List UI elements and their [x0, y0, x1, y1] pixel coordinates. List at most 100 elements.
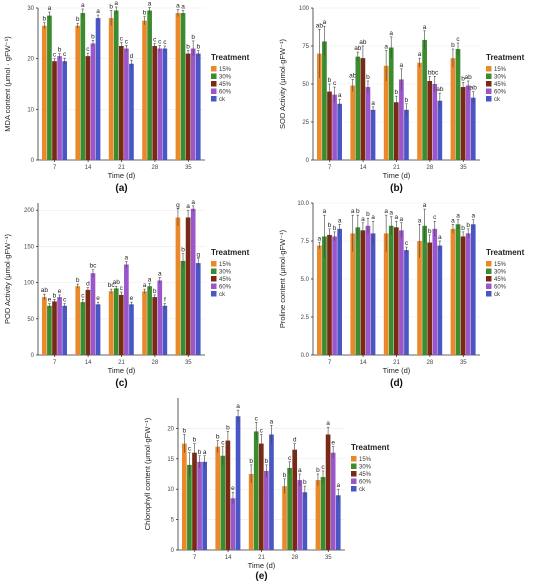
- legend-swatch: [486, 291, 492, 297]
- significance-letter: a: [181, 4, 185, 11]
- bar: [162, 305, 168, 355]
- legend-label: 30%: [494, 270, 507, 276]
- y-tick-label: 100: [24, 281, 35, 287]
- y-tick-label: 50: [27, 317, 34, 323]
- legend-title: Treatment: [486, 53, 525, 62]
- bar: [470, 97, 476, 160]
- bar: [225, 440, 231, 550]
- significance-letter: b: [91, 33, 95, 40]
- y-tick-label: 10: [167, 487, 174, 493]
- y-axis-title: SOD Activity (μmol·gFW⁻¹): [278, 39, 287, 129]
- panel-tag: (c): [115, 378, 127, 389]
- y-tick-label: 0: [31, 353, 35, 359]
- bar: [147, 286, 152, 355]
- y-tick-label: 5.0: [301, 277, 310, 283]
- significance-letter: a: [338, 92, 342, 99]
- significance-letter: a: [400, 216, 404, 223]
- y-tick-label: 10: [27, 107, 34, 113]
- legend-swatch: [351, 478, 357, 484]
- bar: [315, 480, 321, 550]
- significance-letter: a: [389, 30, 393, 37]
- significance-letter: b: [428, 69, 432, 76]
- bar: [325, 434, 331, 550]
- y-tick-label: 75: [302, 44, 309, 50]
- bar: [460, 236, 466, 355]
- legend-swatch: [211, 88, 217, 94]
- bar: [437, 245, 443, 355]
- legend-label: 60%: [219, 285, 232, 291]
- significance-letter: d: [293, 437, 297, 444]
- significance-letter: c: [120, 285, 124, 292]
- panel-tag: (e): [255, 571, 267, 582]
- legend-label: 60%: [494, 90, 507, 96]
- bar: [192, 452, 197, 550]
- bar: [450, 228, 456, 355]
- panel-tag: (a): [115, 183, 127, 194]
- x-tick-label: 28: [427, 360, 434, 366]
- significance-letter: c: [63, 297, 67, 304]
- y-tick-label: 5: [171, 518, 175, 524]
- significance-letter: a: [158, 271, 162, 278]
- bar: [360, 230, 366, 355]
- legend-swatch: [351, 471, 357, 477]
- legend-label: ck: [494, 292, 501, 298]
- x-tick-label: 35: [185, 360, 192, 366]
- chart-panel-c: 050100150200abebec7bcdbce14bcabcae21aaba…: [3, 199, 250, 389]
- significance-letter: a: [48, 5, 52, 12]
- significance-letter: b: [328, 77, 332, 84]
- bar: [42, 297, 47, 355]
- panel-tag: (d): [390, 378, 403, 389]
- legend-swatch: [211, 283, 217, 289]
- significance-letter: e: [58, 288, 62, 295]
- legend-label: 60%: [494, 285, 507, 291]
- significance-letter: ab: [354, 45, 362, 52]
- x-tick-label: 35: [325, 555, 332, 561]
- significance-letter: b: [303, 479, 307, 486]
- significance-letter: g: [196, 252, 200, 259]
- significance-letter: c: [125, 38, 129, 45]
- significance-letter: b: [328, 222, 332, 229]
- significance-letter: a: [81, 2, 85, 9]
- legend-swatch: [211, 96, 217, 102]
- significance-letter: e: [331, 440, 335, 447]
- significance-letter: b: [186, 44, 190, 51]
- bar: [258, 443, 264, 550]
- x-axis-title: Time (d): [383, 171, 411, 180]
- bar: [57, 56, 62, 161]
- bar: [75, 286, 81, 355]
- legend-label: 30%: [219, 75, 232, 81]
- bar: [264, 470, 269, 550]
- bar: [202, 461, 207, 550]
- bar: [180, 260, 186, 355]
- x-tick-label: 35: [460, 165, 467, 171]
- bar: [465, 233, 471, 355]
- bar: [317, 53, 322, 160]
- significance-letter: a: [389, 210, 393, 217]
- significance-letter: a: [456, 213, 460, 220]
- bar: [437, 100, 443, 160]
- x-tick-label: 35: [185, 165, 192, 171]
- significance-letter: a: [418, 51, 422, 58]
- significance-letter: b: [316, 467, 320, 474]
- legend-swatch: [486, 261, 492, 267]
- significance-letter: c: [433, 214, 437, 221]
- legend-swatch: [486, 268, 492, 274]
- bar: [142, 20, 147, 160]
- y-tick-label: 100: [299, 6, 310, 12]
- significance-letter: a: [384, 44, 388, 51]
- bar: [85, 56, 91, 161]
- legend-label: 45%: [219, 82, 232, 88]
- significance-letter: b: [191, 34, 195, 41]
- significance-letter: c: [288, 455, 292, 462]
- bar: [80, 13, 86, 161]
- y-axis-title: POD Activity (μmol·gFW⁻¹): [3, 234, 12, 324]
- x-tick-label: 7: [328, 165, 332, 171]
- x-tick-label: 21: [393, 360, 400, 366]
- significance-letter: c: [81, 292, 85, 299]
- bar: [108, 18, 114, 161]
- x-axis-title: Time (d): [108, 171, 136, 180]
- bar: [332, 94, 337, 160]
- x-tick-label: 7: [53, 165, 57, 171]
- bar: [404, 250, 409, 355]
- y-tick-label: 0: [31, 158, 35, 164]
